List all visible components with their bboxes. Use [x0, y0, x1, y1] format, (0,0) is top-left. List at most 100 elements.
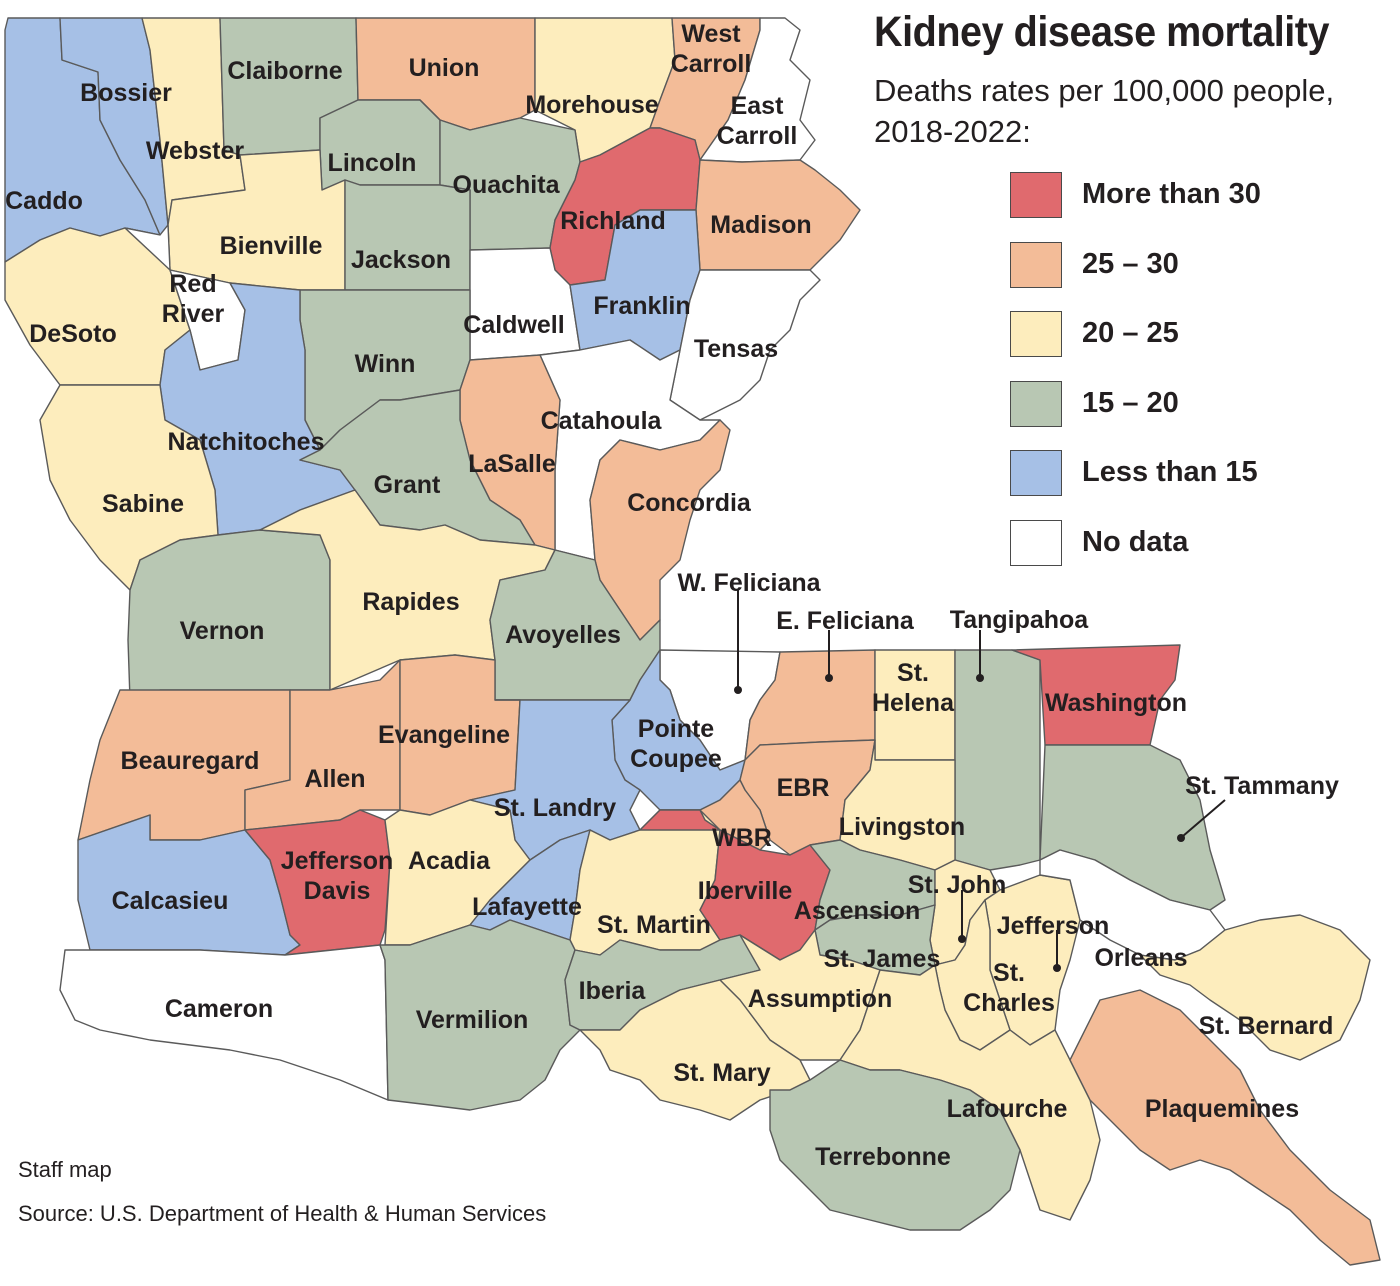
parish-label-jefferson: Jefferson: [997, 912, 1110, 940]
parish-tangipahoa: [954, 649, 1041, 871]
subtitle-line-1: Deaths rates per 100,000 people,: [874, 73, 1335, 108]
parish-label-jackson: Jackson: [351, 246, 451, 274]
legend-swatch: [1010, 241, 1062, 288]
parish-label-cameron: Cameron: [165, 995, 273, 1023]
legend-swatch: [1010, 519, 1062, 566]
parish-label-ebr: EBR: [777, 774, 830, 802]
parish-label-bossier: Bossier: [80, 79, 172, 107]
parish-grant: [299, 389, 536, 546]
parish-label-beauregard: Beauregard: [121, 747, 260, 775]
parish-label-madison: Madison: [710, 211, 811, 239]
parish-label-lincoln: Lincoln: [328, 149, 417, 177]
parish-label-catahoula: Catahoula: [541, 407, 663, 435]
leader-dot-w-feliciana: [734, 686, 742, 694]
legend-label: 15 – 20: [1082, 386, 1179, 419]
parish-label-orleans: Orleans: [1094, 944, 1187, 972]
parish-label-natchitoches: Natchitoches: [168, 428, 325, 456]
parish-label-sabine: Sabine: [102, 490, 184, 518]
parish-label-evangeline: Evangeline: [378, 721, 510, 749]
parish-label-acadia: Acadia: [408, 847, 491, 875]
parish-label-pointe-coupee: Pointe Coupee: [630, 715, 722, 773]
parish-label-bienville: Bienville: [220, 232, 323, 260]
parish-label-winn: Winn: [355, 350, 416, 378]
leader-dot-jefferson: [1053, 964, 1061, 972]
parish-label-lafayette: Lafayette: [472, 893, 582, 921]
leader-dot-tangipahoa: [976, 674, 984, 682]
parish-label-st-john: St. John: [908, 871, 1007, 899]
legend-swatch: [1010, 172, 1062, 218]
parish-label-st-mary: St. Mary: [673, 1059, 770, 1087]
parish-washington: [1011, 644, 1181, 746]
parish-label-lasalle: LaSalle: [468, 450, 556, 478]
parish-label-jefferson-davis: Jefferson Davis: [281, 847, 394, 905]
parish-label-lafourche: Lafourche: [947, 1095, 1068, 1123]
parish-shapes: [4, 17, 1381, 1266]
parish-label-st-landry: St. Landry: [494, 794, 616, 822]
parish-label-franklin: Franklin: [593, 292, 690, 320]
parish-label-allen: Allen: [304, 765, 365, 793]
parish-label-iberia: Iberia: [579, 977, 647, 1005]
parish-label-washington: Washington: [1045, 689, 1187, 717]
parish-terrebonne: [769, 1059, 1021, 1231]
parish-labels: Caddo Bossier Webster Claiborne Union Morehou…: [5, 20, 1339, 1171]
parish-label-red-river: Red River: [162, 270, 225, 328]
parish-st-bernard: [1139, 914, 1371, 1061]
parish-label-w-feliciana: W. Feliciana: [677, 569, 821, 597]
map-title: Kidney disease mortality: [874, 8, 1330, 56]
parish-label-webster: Webster: [146, 137, 244, 165]
parish-label-st-helena: St. Helena: [872, 659, 955, 717]
parish-label-caldwell: Caldwell: [463, 311, 564, 339]
legend-label: 20 – 25: [1082, 317, 1179, 349]
parish-cameron: [59, 944, 389, 1101]
parish-label-tangipahoa: Tangipahoa: [950, 606, 1090, 634]
parish-label-concordia: Concordia: [627, 489, 752, 517]
subtitle-line-2: 2018-2022:: [874, 114, 1031, 149]
parish-plaquemines: [1069, 989, 1381, 1266]
map-subtitle: Deaths rates per 100,000 people, 2018-20…: [874, 70, 1394, 152]
parish-label-calcasieu: Calcasieu: [112, 887, 229, 915]
parish-label-rapides: Rapides: [362, 588, 459, 616]
legend-swatch: [1010, 311, 1062, 357]
parish-label-st-james: St. James: [824, 945, 941, 973]
parish-label-avoyelles: Avoyelles: [505, 621, 621, 649]
parish-label-assumption: Assumption: [748, 985, 892, 1013]
legend-label: 25 – 30: [1082, 247, 1179, 280]
parish-label-caddo: Caddo: [5, 187, 83, 215]
legend-label: More than 30: [1082, 178, 1261, 210]
parish-label-e-feliciana: E. Feliciana: [776, 607, 915, 635]
source-text: Source: U.S. Department of Health & Huma…: [18, 1201, 547, 1226]
parish-label-ascension: Ascension: [794, 897, 920, 925]
parish-label-desoto: DeSoto: [29, 320, 117, 348]
parish-label-wbr: WBR: [712, 824, 772, 852]
parish-label-morehouse: Morehouse: [525, 91, 658, 119]
parish-concordia: [589, 419, 731, 641]
label-leader-lines: [734, 590, 1226, 972]
credit-text: Staff map: [18, 1157, 112, 1182]
parish-east-carroll: [699, 17, 816, 163]
parish-label-vermilion: Vermilion: [416, 1006, 529, 1034]
parish-label-east-carroll: East Carroll: [717, 92, 798, 150]
leader-dot-e-feliciana: [825, 674, 833, 682]
legend-label: No data: [1082, 525, 1189, 558]
parish-label-st-martin: St. Martin: [597, 911, 711, 939]
legend-swatch: [1010, 450, 1062, 496]
parish-label-ouachita: Ouachita: [453, 171, 561, 199]
parish-label-claiborne: Claiborne: [227, 57, 342, 85]
parish-label-st-charles: St. Charles: [963, 959, 1055, 1017]
parish-label-terrebonne: Terrebonne: [815, 1143, 951, 1171]
parish-label-livingston: Livingston: [839, 813, 965, 841]
parish-label-richland: Richland: [560, 207, 666, 235]
parish-label-st-tammany: St. Tammany: [1185, 772, 1339, 800]
leader-dot-st-john: [958, 935, 966, 943]
leader-st-tammany: [1182, 799, 1226, 837]
parish-label-st-bernard: St. Bernard: [1199, 1012, 1334, 1040]
parish-label-tensas: Tensas: [694, 335, 778, 363]
parish-label-grant: Grant: [374, 471, 441, 499]
parish-label-plaquemines: Plaquemines: [1145, 1095, 1299, 1123]
parish-label-iberville: Iberville: [698, 877, 793, 905]
leader-dot-st-tammany: [1177, 834, 1185, 842]
parish-label-west-carroll: West Carroll: [671, 20, 752, 78]
parish-vernon: [127, 529, 331, 701]
legend-swatch: [1010, 380, 1062, 427]
